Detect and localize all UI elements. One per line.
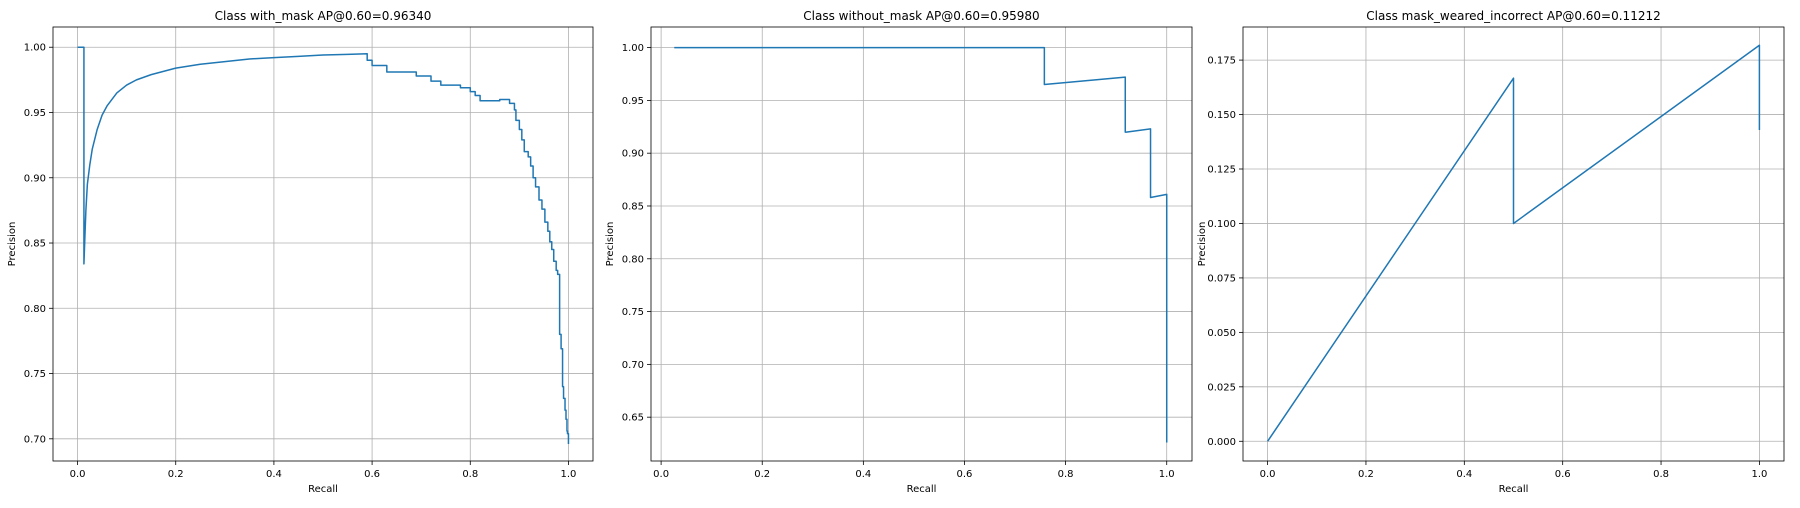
y-tick-label: 0.025	[1207, 382, 1236, 393]
y-tick-label: 0.150	[1207, 110, 1236, 121]
y-axis-label: Precision	[1197, 222, 1208, 267]
x-tick-label: 0.4	[266, 469, 282, 480]
x-tick-label: 0.8	[1653, 469, 1669, 480]
x-tick-label: 1.0	[1159, 469, 1175, 480]
y-tick-label: 0.125	[1207, 165, 1236, 176]
chart-title: Class mask_weared_incorrect AP@0.60=0.11…	[1366, 9, 1660, 23]
y-tick-label: 0.80	[622, 254, 644, 265]
y-tick-label: 0.90	[622, 149, 644, 160]
chart-panel-2: 0.0 0.2 0.4 0.6 0.8 1.0 0.65 0.70 0.75 0.80 0.85 0.…	[605, 9, 1193, 495]
x-tick-label: 0.4	[855, 469, 871, 480]
y-tick-label: 0.80	[24, 304, 46, 315]
x-tick-label: 0.0	[70, 469, 86, 480]
y-tick-label: 0.95	[622, 96, 644, 107]
y-tick-label: 0.100	[1207, 219, 1236, 230]
x-tick-label: 1.0	[561, 469, 577, 480]
y-tick-label: 0.65	[622, 413, 644, 424]
pr-curve-line	[1266, 44, 1761, 442]
x-axis-label: Recall	[308, 484, 338, 495]
y-tick-label: 0.95	[24, 108, 46, 119]
x-axis-label: Recall	[1499, 484, 1529, 495]
x-tick-label: 0.4	[1456, 469, 1472, 480]
axes-frame	[52, 26, 594, 462]
x-tick-label: 0.2	[168, 469, 184, 480]
x-axis-label: Recall	[907, 484, 937, 495]
y-tick-label: 0.70	[24, 434, 46, 445]
y-axis-label: Precision	[7, 222, 18, 267]
y-tick-label: 0.000	[1207, 437, 1236, 448]
axes-frame	[650, 26, 1193, 462]
y-tick-label: 0.050	[1207, 328, 1236, 339]
x-tick-label: 1.0	[1751, 469, 1767, 480]
y-tick-label: 0.85	[622, 201, 644, 212]
y-tick-label: 0.90	[24, 173, 46, 184]
y-tick-label: 0.075	[1207, 273, 1236, 284]
y-tick-label: 0.70	[622, 360, 644, 371]
x-tick-label: 0.2	[754, 469, 770, 480]
axes-frame	[1242, 26, 1785, 462]
y-axis-label: Precision	[605, 222, 616, 267]
x-tick-label: 0.0	[1260, 469, 1276, 480]
x-tick-label: 0.2	[1358, 469, 1374, 480]
x-tick-label: 0.6	[1555, 469, 1571, 480]
chart-title: Class without_mask AP@0.60=0.95980	[803, 9, 1039, 23]
y-tick-label: 0.75	[24, 369, 46, 380]
x-tick-label: 0.0	[653, 469, 669, 480]
y-tick-label: 1.00	[622, 43, 644, 54]
x-tick-label: 0.6	[957, 469, 973, 480]
x-tick-label: 0.8	[1058, 469, 1074, 480]
y-tick-label: 0.75	[622, 307, 644, 318]
pr-curve-line	[674, 46, 1168, 443]
y-tick-label: 0.175	[1207, 56, 1236, 67]
chart-panel-1: 0.0 0.2 0.4 0.6 0.8 1.0 0.70 0.75 0.80 0.85 0.90 0.…	[7, 9, 594, 495]
x-tick-label: 0.8	[462, 469, 478, 480]
chart-panel-3: 0.0 0.2 0.4 0.6 0.8 1.0 0.000 0.025 0.050 0.075 0.…	[1197, 9, 1785, 495]
x-tick-label: 0.6	[364, 469, 380, 480]
pr-curve-line	[77, 46, 570, 445]
y-tick-label: 1.00	[24, 43, 46, 54]
chart-title: Class with_mask AP@0.60=0.96340	[215, 9, 432, 23]
y-tick-label: 0.85	[24, 239, 46, 250]
